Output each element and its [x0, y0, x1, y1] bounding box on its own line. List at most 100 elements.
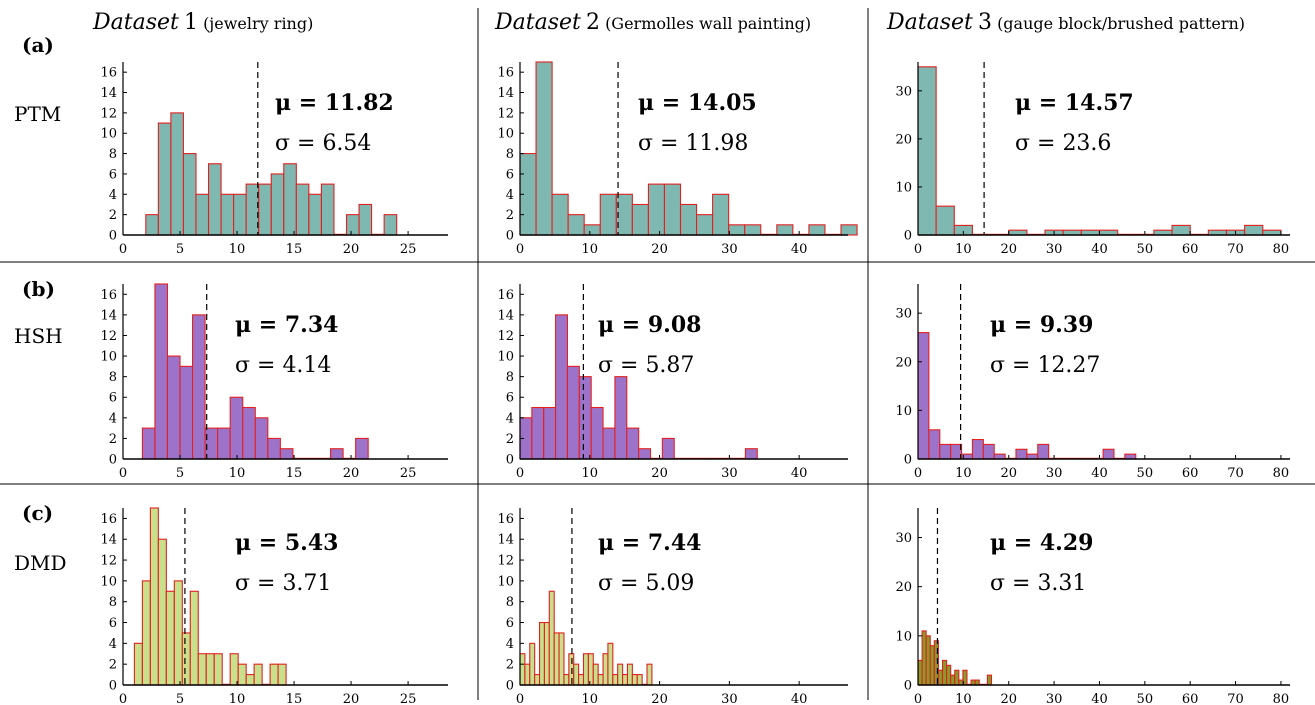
std-label-ptm-dataset1: σ = 6.54 — [275, 131, 371, 156]
bar-hsh-dataset1-3 — [179, 365, 194, 460]
bar-hsh-dataset2-12 — [661, 437, 675, 460]
bar-ptm-dataset2-16 — [776, 224, 794, 236]
bar-hsh-dataset1-15 — [329, 448, 344, 460]
y-tick-label-ptm-dataset3-20: 20 — [895, 132, 912, 147]
bar-dmd-dataset2-19 — [612, 674, 619, 686]
y-tick-label-dmd-dataset2-8: 8 — [506, 595, 514, 610]
x-tick-label-dmd-dataset3-0: 0 — [914, 692, 922, 705]
bar-dmd-dataset2-3 — [534, 674, 541, 686]
y-tick-label-hsh-dataset2-0: 0 — [506, 453, 514, 468]
bar-dmd-dataset2-6 — [548, 590, 555, 686]
y-tick-label-dmd-dataset1-10: 10 — [100, 574, 117, 589]
bar-dmd-dataset2-12 — [578, 674, 585, 686]
y-tick-label-hsh-dataset3-20: 20 — [895, 355, 912, 370]
x-tick-label-ptm-dataset1-25: 25 — [400, 242, 417, 257]
y-tick-label-dmd-dataset2-10: 10 — [497, 574, 514, 589]
mean-label-dmd-dataset3: μ = 4.29 — [990, 530, 1093, 556]
bar-hsh-dataset1-2 — [166, 355, 181, 460]
y-tick-label-hsh-dataset2-2: 2 — [506, 432, 514, 447]
bar-dmd-dataset3-0 — [917, 659, 923, 686]
bar-ptm-dataset2-8 — [647, 183, 666, 236]
y-tick-label-dmd-dataset2-0: 0 — [506, 679, 514, 694]
x-tick-label-hsh-dataset1-10: 10 — [229, 466, 246, 481]
x-tick-label-dmd-dataset1-20: 20 — [343, 692, 360, 705]
y-tick-label-ptm-dataset2-12: 12 — [497, 106, 514, 121]
x-tick-label-dmd-dataset2-20: 20 — [651, 692, 668, 705]
histogram-dmd-dataset1: 0 5 10 15 20 25 0 2 4 6 8 10 12 14 16 μ = 5.43 σ = 3.71 — [100, 507, 448, 705]
bar-dmd-dataset2-18 — [607, 642, 614, 686]
x-tick-label-dmd-dataset3-10: 10 — [955, 692, 972, 705]
bar-dmd-dataset2-9 — [563, 674, 570, 686]
bar-hsh-dataset3-11 — [1037, 443, 1050, 460]
column-title-1: Dataset 1 (jewelry ring) — [92, 10, 313, 35]
bar-dmd-dataset1-13 — [237, 663, 247, 686]
x-tick-label-hsh-dataset3-50: 50 — [1137, 466, 1154, 481]
bar-dmd-dataset3-2 — [925, 635, 931, 686]
y-tick-label-hsh-dataset1-4: 4 — [109, 411, 117, 426]
y-tick-label-dmd-dataset1-2: 2 — [109, 658, 117, 673]
x-tick-label-ptm-dataset1-15: 15 — [286, 242, 303, 257]
bar-ptm-dataset2-13 — [728, 224, 746, 236]
y-tick-label-ptm-dataset1-14: 14 — [100, 86, 117, 101]
x-tick-label-dmd-dataset3-80: 80 — [1273, 692, 1290, 705]
bar-hsh-dataset1-1 — [154, 283, 169, 460]
bar-ptm-dataset1-12 — [295, 183, 310, 236]
y-tick-label-dmd-dataset2-14: 14 — [497, 533, 514, 548]
y-tick-label-ptm-dataset1-4: 4 — [109, 188, 117, 203]
panel-separators — [0, 8, 1315, 700]
bar-hsh-dataset2-5 — [578, 376, 592, 460]
bar-ptm-dataset1-16 — [345, 214, 360, 236]
x-tick-label-hsh-dataset1-15: 15 — [286, 466, 303, 481]
mean-label-ptm-dataset1: μ = 11.82 — [275, 90, 394, 116]
bar-dmd-dataset2-26 — [646, 663, 653, 686]
bar-ptm-dataset2-3 — [567, 214, 585, 236]
x-tick-label-hsh-dataset1-0: 0 — [119, 466, 127, 481]
x-tick-label-ptm-dataset3-40: 40 — [1091, 242, 1108, 257]
y-tick-label-hsh-dataset3-0: 0 — [904, 453, 912, 468]
bar-dmd-dataset2-0 — [519, 653, 526, 686]
y-tick-label-dmd-dataset3-10: 10 — [895, 629, 912, 644]
histogram-dmd-dataset3: 0 10 20 30 40 50 60 70 80 0 10 20 30 μ = 4.29 σ = 3.31 — [895, 508, 1290, 705]
bar-dmd-dataset1-2 — [149, 507, 159, 686]
bar-dmd-dataset2-14 — [587, 653, 594, 686]
bar-dmd-dataset1-14 — [245, 674, 255, 686]
bar-dmd-dataset3-17 — [986, 674, 993, 686]
bar-ptm-dataset2-9 — [663, 183, 682, 236]
bar-ptm-dataset1-17 — [358, 203, 373, 236]
x-tick-label-ptm-dataset2-10: 10 — [582, 242, 599, 257]
column-titles: Dataset 1 (jewelry ring) Dataset 2 (Germ… — [92, 10, 1245, 35]
bar-hsh-dataset1-4 — [192, 314, 206, 460]
bar-hsh-dataset2-1 — [531, 406, 545, 460]
bar-ptm-dataset2-20 — [840, 224, 858, 236]
column-title-3: Dataset 3 (gauge block/brushed pattern) — [886, 10, 1245, 35]
y-tick-label-hsh-dataset3-30: 30 — [895, 307, 912, 322]
y-tick-label-ptm-dataset2-4: 4 — [506, 188, 514, 203]
y-tick-label-hsh-dataset2-10: 10 — [497, 350, 514, 365]
bar-dmd-dataset1-12 — [229, 653, 239, 686]
x-tick-label-hsh-dataset1-5: 5 — [176, 466, 184, 481]
bar-hsh-dataset3-17 — [1102, 448, 1115, 460]
x-tick-label-ptm-dataset3-30: 30 — [1046, 242, 1063, 257]
x-tick-label-hsh-dataset2-0: 0 — [516, 466, 524, 481]
std-label-dmd-dataset3: σ = 3.31 — [990, 571, 1086, 596]
bar-ptm-dataset1-10 — [270, 173, 285, 236]
x-tick-label-dmd-dataset3-50: 50 — [1137, 692, 1154, 705]
bar-hsh-dataset1-6 — [217, 427, 231, 460]
x-tick-label-dmd-dataset1-0: 0 — [119, 692, 127, 705]
bar-dmd-dataset1-7 — [189, 590, 199, 686]
y-tick-label-ptm-dataset1-16: 16 — [100, 66, 117, 81]
y-tick-label-ptm-dataset1-12: 12 — [100, 106, 117, 121]
y-tick-label-hsh-dataset1-6: 6 — [109, 391, 117, 406]
y-tick-label-dmd-dataset3-0: 0 — [904, 679, 912, 694]
bar-dmd-dataset3-7 — [946, 664, 952, 686]
bar-ptm-dataset1-11 — [283, 163, 297, 236]
bar-dmd-dataset1-1 — [141, 580, 151, 686]
bar-dmd-dataset2-23 — [631, 674, 638, 686]
x-tick-label-ptm-dataset1-20: 20 — [343, 242, 360, 257]
y-tick-label-hsh-dataset2-4: 4 — [506, 411, 514, 426]
x-tick-label-dmd-dataset2-10: 10 — [582, 692, 599, 705]
y-tick-label-hsh-dataset2-12: 12 — [497, 329, 514, 344]
bar-ptm-dataset1-8 — [245, 183, 260, 236]
x-tick-label-ptm-dataset3-0: 0 — [914, 242, 922, 257]
x-tick-label-hsh-dataset2-10: 10 — [582, 466, 599, 481]
